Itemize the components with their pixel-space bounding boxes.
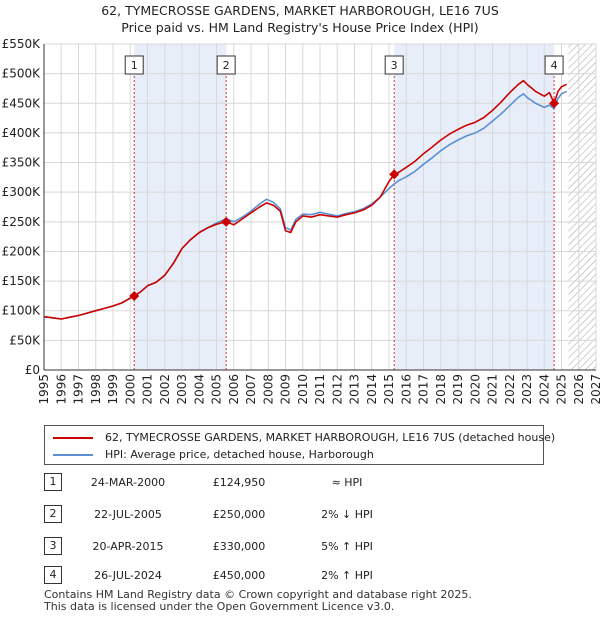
row-hpi: ≈ HPI — [331, 476, 363, 489]
y-tick-label: £500K — [2, 67, 42, 81]
row-price: £250,000 — [212, 508, 266, 521]
x-tick-label: 2017 — [417, 374, 431, 405]
sale-point — [129, 290, 140, 301]
legend-label-hpi: HPI: Average price, detached house, Harb… — [105, 448, 374, 461]
x-tick-label: 2000 — [123, 374, 137, 405]
row-hpi: 2% ↑ HPI — [321, 569, 373, 582]
row-date: 24-MAR-2000 — [90, 476, 166, 489]
footer-copyright: Contains HM Land Registry data © Crown c… — [44, 588, 472, 601]
y-tick-label: £0 — [25, 363, 40, 377]
y-tick-label: £400K — [2, 126, 42, 140]
x-tick-label: 2016 — [399, 374, 413, 405]
footer-licence: This data is licensed under the Open Gov… — [44, 600, 395, 613]
x-tick-label: 2007 — [244, 374, 258, 405]
row-date: 26-JUL-2024 — [94, 569, 162, 582]
x-tick-label: 2004 — [192, 374, 206, 405]
sale-label-box — [124, 55, 144, 75]
y-tick-label: £50K — [9, 333, 41, 347]
x-tick-label: 1997 — [72, 374, 86, 405]
chart-title-block: 62, TYMECROSSE GARDENS, MARKET HARBOROUG… — [0, 2, 600, 36]
x-tick-label: 2025 — [555, 374, 569, 405]
sale-points — [129, 98, 560, 301]
row-hpi: 2% ↓ HPI — [321, 508, 373, 521]
x-tick-label: 1999 — [106, 374, 120, 405]
shaded-region — [134, 44, 227, 370]
row-price: £450,000 — [212, 569, 266, 582]
forecast-region — [568, 44, 596, 370]
sale-label-box — [216, 55, 236, 75]
x-tick-label: 2011 — [313, 374, 327, 405]
row-number: 2 — [44, 505, 62, 523]
axes: £0 £50K £100K £150K £200K £250K £300K £350K £400… — [2, 37, 600, 405]
x-tick-label: 2013 — [348, 374, 362, 405]
y-tick-label: £200K — [2, 244, 42, 258]
y-tick-label: £250K — [2, 215, 42, 229]
x-tick-label: 1998 — [89, 374, 103, 405]
y-tick-label: £100K — [2, 304, 42, 318]
sale-label-box — [384, 55, 404, 75]
x-tick-label: 2019 — [451, 374, 465, 405]
x-tick-label: 2005 — [210, 374, 224, 405]
row-number: 3 — [44, 537, 62, 555]
sale-point — [221, 216, 232, 227]
table-row: 4 26-JUL-2024 £450,000 2% ↑ HPI — [44, 566, 564, 584]
row-price: £330,000 — [212, 540, 266, 553]
sale-label-text: 1 — [131, 59, 138, 72]
x-tick-label: 2010 — [296, 374, 310, 405]
price-chart: 1 2 3 4 £0 £50K £100K £150K £200K £250K £300K £350… — [2, 37, 600, 405]
forecast-hatch — [568, 44, 596, 370]
chart-subtitle: Price paid vs. HM Land Registry's House … — [121, 20, 479, 35]
chart-title: 62, TYMECROSSE GARDENS, MARKET HARBOROUG… — [101, 3, 499, 18]
x-tick-label: 2020 — [468, 374, 482, 405]
x-tick-label: 2015 — [382, 374, 396, 405]
legend-swatch-property — [53, 437, 93, 439]
row-hpi: 5% ↑ HPI — [321, 540, 373, 553]
row-date: 20-APR-2015 — [92, 540, 164, 553]
row-number: 4 — [44, 566, 62, 584]
series-lines — [43, 79, 568, 320]
y-tick-label: £150K — [2, 274, 42, 288]
table-row: 3 20-APR-2015 £330,000 5% ↑ HPI — [44, 537, 564, 555]
x-tick-label: 2009 — [279, 374, 293, 405]
legend-label-property: 62, TYMECROSSE GARDENS, MARKET HARBOROUG… — [105, 431, 556, 444]
sale-label-text: 4 — [551, 59, 558, 72]
x-tick-label: 2012 — [330, 374, 344, 405]
sale-label-box — [544, 55, 564, 75]
x-tick-label: 1995 — [37, 374, 51, 405]
table-row: 2 22-JUL-2005 £250,000 2% ↓ HPI — [44, 505, 564, 523]
sale-point — [549, 98, 560, 109]
x-tick-label: 2024 — [537, 374, 551, 405]
x-tick-label: 2023 — [520, 374, 534, 405]
sale-label-text: 3 — [391, 59, 398, 72]
row-number: 1 — [44, 473, 62, 491]
x-tick-label: 2022 — [503, 374, 517, 405]
x-tick-label: 2026 — [572, 374, 586, 405]
x-tick-label: 2002 — [158, 374, 172, 405]
legend-swatch-hpi — [53, 454, 93, 456]
sale-labels: 1 2 3 4 — [124, 55, 564, 75]
shaded-region — [394, 44, 555, 370]
sale-label-text: 2 — [223, 59, 230, 72]
y-tick-label: £350K — [2, 156, 42, 170]
row-price: £124,950 — [212, 476, 266, 489]
sale-point — [389, 169, 400, 180]
legend: 62, TYMECROSSE GARDENS, MARKET HARBOROUG… — [44, 425, 555, 465]
sale-markers — [133, 76, 555, 370]
y-tick-label: £450K — [2, 96, 42, 110]
x-tick-label: 2018 — [434, 374, 448, 405]
x-tick-label: 1996 — [54, 374, 68, 405]
x-tick-label: 2021 — [486, 374, 500, 405]
x-tick-label: 2003 — [175, 374, 189, 405]
x-tick-label: 2008 — [261, 374, 275, 405]
x-tick-label: 2014 — [365, 374, 379, 405]
x-tick-label: 2001 — [141, 374, 155, 405]
table-row: 1 24-MAR-2000 £124,950 ≈ HPI — [44, 473, 564, 491]
x-tick-label: 2006 — [227, 374, 241, 405]
row-date: 22-JUL-2005 — [94, 508, 162, 521]
property-line — [43, 79, 568, 320]
y-tick-label: £300K — [2, 185, 42, 199]
x-tick-label: 2027 — [589, 374, 600, 405]
y-tick-label: £550K — [2, 37, 42, 51]
footer: Contains HM Land Registry data © Crown c… — [44, 589, 472, 613]
